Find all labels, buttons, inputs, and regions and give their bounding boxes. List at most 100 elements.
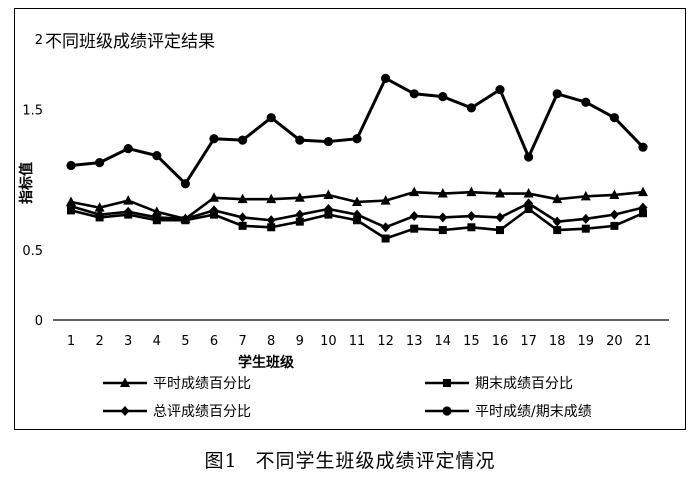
data-point-square [324, 210, 333, 219]
x-tick-label: 2 [95, 334, 103, 349]
series-lines [66, 73, 648, 243]
data-point-diamond [552, 216, 562, 227]
data-point-triangle [580, 190, 591, 201]
chart-title: 不同班级成绩评定结果 [45, 32, 215, 52]
x-axis-label: 学生班级 [238, 354, 295, 371]
data-point-triangle [523, 188, 534, 198]
data-point-diamond [66, 201, 76, 212]
data-point-triangle [552, 193, 563, 204]
x-tick-label: 5 [181, 334, 189, 349]
data-point-circle [266, 113, 276, 123]
data-point-triangle [266, 193, 277, 204]
data-point-square [524, 205, 533, 214]
series-diamond [66, 198, 648, 233]
data-point-circle [180, 179, 190, 189]
data-point-triangle [495, 188, 505, 198]
x-tick-label: 10 [320, 334, 337, 349]
x-tick-label: 12 [377, 334, 394, 349]
data-point-circle [438, 92, 448, 102]
data-point-diamond [495, 212, 505, 223]
data-point-diamond [524, 198, 534, 209]
legend-item: 期末成绩百分比 [425, 376, 573, 392]
data-point-square [610, 221, 619, 230]
figure-caption: 图1 不同学生班级成绩评定情况 [0, 446, 700, 473]
data-point-triangle [380, 195, 391, 205]
data-point-circle [638, 142, 648, 152]
data-point-square [553, 226, 562, 235]
figure-caption-text: 不同学生班级成绩评定情况 [255, 450, 496, 472]
x-tick-label: 8 [267, 334, 275, 349]
figure-number: 图1 [204, 450, 238, 472]
data-point-triangle [151, 206, 162, 216]
data-point-circle [295, 135, 305, 145]
data-point-diamond [238, 212, 248, 223]
legend-marker-square [443, 379, 451, 387]
data-point-triangle [466, 186, 477, 197]
x-tick-label: 1 [67, 334, 75, 349]
data-point-diamond [209, 205, 219, 216]
data-point-square [639, 209, 647, 218]
legend-marker-diamond [120, 406, 130, 416]
data-point-square [581, 224, 590, 233]
data-point-circle [209, 134, 219, 144]
x-tick-label: 13 [406, 334, 423, 349]
x-tick-label: 7 [238, 334, 246, 349]
line-chart: 不同班级成绩评定结果 指标值 00.51.521 2 3 4 5 6 7 8 9 10 11 12 13… [18, 32, 669, 420]
data-point-triangle [237, 193, 248, 204]
x-tick-label: 20 [606, 334, 623, 349]
data-point-diamond [466, 211, 476, 222]
legend-label: 总评成绩百分比 [153, 404, 251, 420]
y-tick-label: 0.5 [22, 244, 43, 259]
data-point-triangle [323, 189, 334, 199]
data-point-triangle [409, 186, 420, 197]
data-point-square [410, 224, 419, 233]
legend-item: 总评成绩百分比 [103, 404, 251, 420]
x-tick-label: 21 [635, 334, 652, 349]
data-point-circle [381, 73, 391, 83]
data-point-diamond [266, 215, 276, 226]
chart-frame: 不同班级成绩评定结果 指标值 0 0.5 1.5 2 1 2 3 4 5 6 7 8 9 10 11 12 13… [14, 8, 686, 430]
data-point-diamond [180, 213, 190, 224]
data-point-triangle [209, 192, 219, 202]
data-point-diamond [609, 209, 619, 220]
x-tick-label: 3 [124, 334, 132, 349]
y-tick-label: 2 [35, 33, 43, 48]
data-point-square [467, 223, 476, 232]
y-tick-label: 1.5 [22, 103, 43, 118]
data-point-circle [152, 151, 162, 161]
data-point-circle [66, 160, 76, 171]
legend-item: 平时成绩/期末成绩 [425, 404, 592, 420]
series-triangle [66, 186, 648, 223]
y-tick-label: 0 [35, 314, 43, 329]
data-point-circle [581, 97, 591, 107]
legend-marker-circle [442, 406, 452, 416]
data-point-circle [352, 134, 362, 144]
data-point-square [381, 234, 390, 243]
data-point-diamond [152, 212, 162, 223]
data-point-triangle [638, 186, 648, 197]
data-point-diamond [123, 206, 133, 217]
x-tick-label: 6 [210, 334, 218, 349]
x-tick-label: 18 [549, 334, 566, 349]
data-point-circle [323, 136, 333, 147]
data-point-square [438, 226, 447, 235]
data-point-circle [495, 84, 505, 95]
data-point-circle [123, 143, 133, 154]
x-tick-label: 4 [153, 334, 161, 349]
x-tick-label: 11 [349, 334, 366, 349]
x-tick-label: 16 [492, 334, 509, 349]
axes: 00.51.521 2 3 4 5 6 7 8 9 10 11 12 13 14 15 16 17 18 19 20 2… [22, 33, 669, 349]
data-point-triangle [609, 189, 620, 199]
x-tick-label: 19 [578, 334, 595, 349]
x-tick-label: 15 [463, 334, 480, 349]
data-point-triangle [294, 192, 305, 202]
data-point-diamond [352, 209, 362, 220]
data-point-triangle [94, 202, 105, 212]
data-point-circle [552, 89, 562, 99]
data-point-circle [609, 113, 620, 123]
data-point-triangle [123, 195, 134, 205]
data-point-diamond [581, 213, 591, 224]
data-point-diamond [409, 211, 419, 222]
data-point-circle [466, 103, 476, 113]
